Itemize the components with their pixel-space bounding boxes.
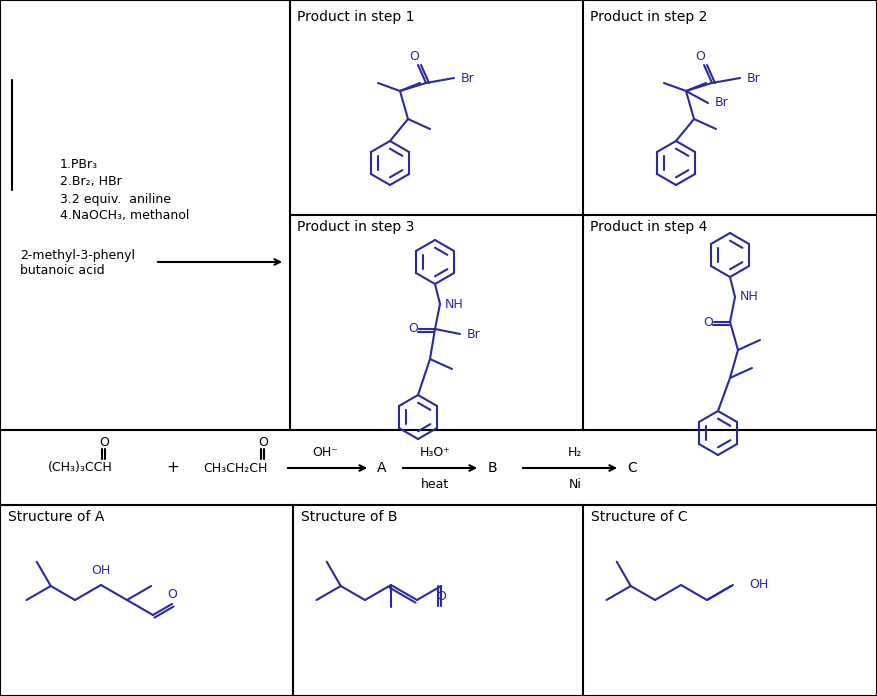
Text: NH: NH	[739, 290, 759, 303]
Text: H₂: H₂	[567, 445, 582, 459]
Text: OH: OH	[91, 564, 111, 578]
Text: OH: OH	[749, 578, 768, 592]
Text: Structure of B: Structure of B	[301, 510, 397, 524]
Text: 4.NaOCH₃, methanol: 4.NaOCH₃, methanol	[60, 209, 189, 223]
Text: H₃O⁺: H₃O⁺	[419, 445, 451, 459]
Text: 3.2 equiv.  aniline: 3.2 equiv. aniline	[60, 193, 171, 205]
Text: CH₃CH₂CH: CH₃CH₂CH	[203, 461, 267, 475]
Text: 1.PBr₃: 1.PBr₃	[60, 159, 98, 171]
Text: Structure of A: Structure of A	[8, 510, 104, 524]
Text: Product in step 4: Product in step 4	[590, 220, 708, 234]
Text: O: O	[409, 51, 419, 63]
Text: O: O	[436, 590, 446, 603]
Text: +: +	[167, 461, 180, 475]
Text: O: O	[408, 322, 418, 335]
Text: O: O	[703, 315, 713, 329]
Text: Br: Br	[467, 328, 481, 340]
Text: B: B	[488, 461, 496, 475]
Text: O: O	[167, 587, 177, 601]
Text: O: O	[258, 436, 268, 450]
Text: Br: Br	[715, 97, 729, 109]
Text: 2.Br₂, HBr: 2.Br₂, HBr	[60, 175, 122, 189]
Text: Structure of C: Structure of C	[591, 510, 688, 524]
Text: C: C	[627, 461, 637, 475]
Text: OH⁻: OH⁻	[312, 445, 338, 459]
Text: NH: NH	[445, 297, 463, 310]
Text: Br: Br	[747, 72, 761, 84]
Text: Br: Br	[461, 72, 474, 84]
Text: (CH₃)₃CCH: (CH₃)₃CCH	[47, 461, 112, 475]
Text: O: O	[695, 51, 705, 63]
Text: 2-methyl-3-phenyl: 2-methyl-3-phenyl	[20, 248, 135, 262]
Text: Product in step 1: Product in step 1	[297, 10, 415, 24]
Text: heat: heat	[421, 477, 449, 491]
Text: A: A	[377, 461, 387, 475]
Text: Product in step 2: Product in step 2	[590, 10, 708, 24]
Text: O: O	[99, 436, 109, 450]
Text: butanoic acid: butanoic acid	[20, 264, 104, 276]
Text: Product in step 3: Product in step 3	[297, 220, 414, 234]
Text: Ni: Ni	[568, 477, 581, 491]
